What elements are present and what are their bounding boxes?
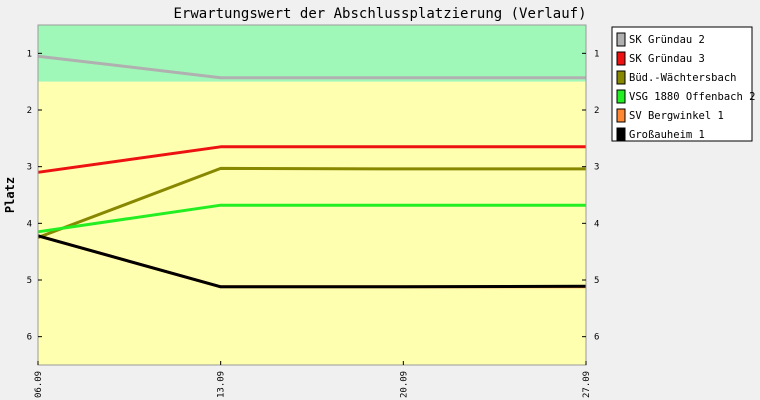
- series-lines: [37, 54, 587, 289]
- legend-swatch-3: [616, 89, 626, 104]
- x-ticks: 06.09 13.09 20.09 27.09: [34, 361, 592, 398]
- y-tick-label-right: 3: [594, 163, 599, 173]
- legend-swatch-0: [616, 32, 626, 47]
- legend-swatch-2: [616, 70, 626, 85]
- legend: SK Gründau 2 SK Gründau 3 Büd.-Wächtersbac…: [611, 26, 755, 142]
- x-tick-label: 27.09: [582, 371, 592, 398]
- legend-swatch-5: [616, 127, 626, 142]
- legend-label: Großauheim 1: [629, 129, 705, 141]
- plot-band-1: [38, 81, 586, 366]
- legend-label: VSG 1880 Offenbach 2: [629, 91, 755, 103]
- legend-box: [611, 26, 753, 142]
- series-line-5: [37, 234, 587, 289]
- legend-swatch-4: [616, 108, 626, 123]
- y-axis-label: Platz: [3, 177, 17, 213]
- x-tick-label: 20.09: [399, 371, 409, 398]
- y-tick-label-right: 2: [594, 106, 599, 116]
- y-tick-label-right: 1: [594, 49, 599, 59]
- y-tick-label-left: 1: [27, 49, 32, 59]
- y-tick-label-right: 5: [594, 276, 599, 286]
- series-line-0: [37, 54, 586, 80]
- y-tick-label-right: 4: [594, 219, 599, 229]
- plot-bands: [38, 25, 586, 366]
- legend-label: Büd.-Wächtersbach: [629, 72, 736, 84]
- plot-frame: [37, 24, 587, 366]
- y-tick-label-left: 2: [27, 106, 32, 116]
- y-tick-label-left: 3: [27, 163, 32, 173]
- y-tick-label-left: 4: [27, 219, 32, 229]
- legend-swatch-1: [616, 51, 626, 66]
- plot-band-0: [38, 25, 586, 82]
- y-tick-label-left: 5: [27, 276, 32, 286]
- series-line-1: [37, 145, 586, 174]
- x-tick-label: 06.09: [34, 371, 44, 398]
- legend-label: SV Bergwinkel 1: [629, 110, 724, 122]
- legend-label: SK Gründau 3: [629, 53, 705, 65]
- chart-title: Erwartungswert der Abschlussplatzierung …: [173, 6, 586, 22]
- series-line-3: [37, 203, 586, 234]
- x-tick-label: 13.09: [217, 371, 227, 398]
- y-tick-label-left: 6: [27, 333, 32, 343]
- y-tick-label-right: 6: [594, 333, 599, 343]
- legend-label: SK Gründau 2: [629, 34, 705, 46]
- y-ticks: 1 1 2 2 3 3 4 4 5 5 6 6: [27, 49, 600, 342]
- series-line-2: [37, 166, 586, 239]
